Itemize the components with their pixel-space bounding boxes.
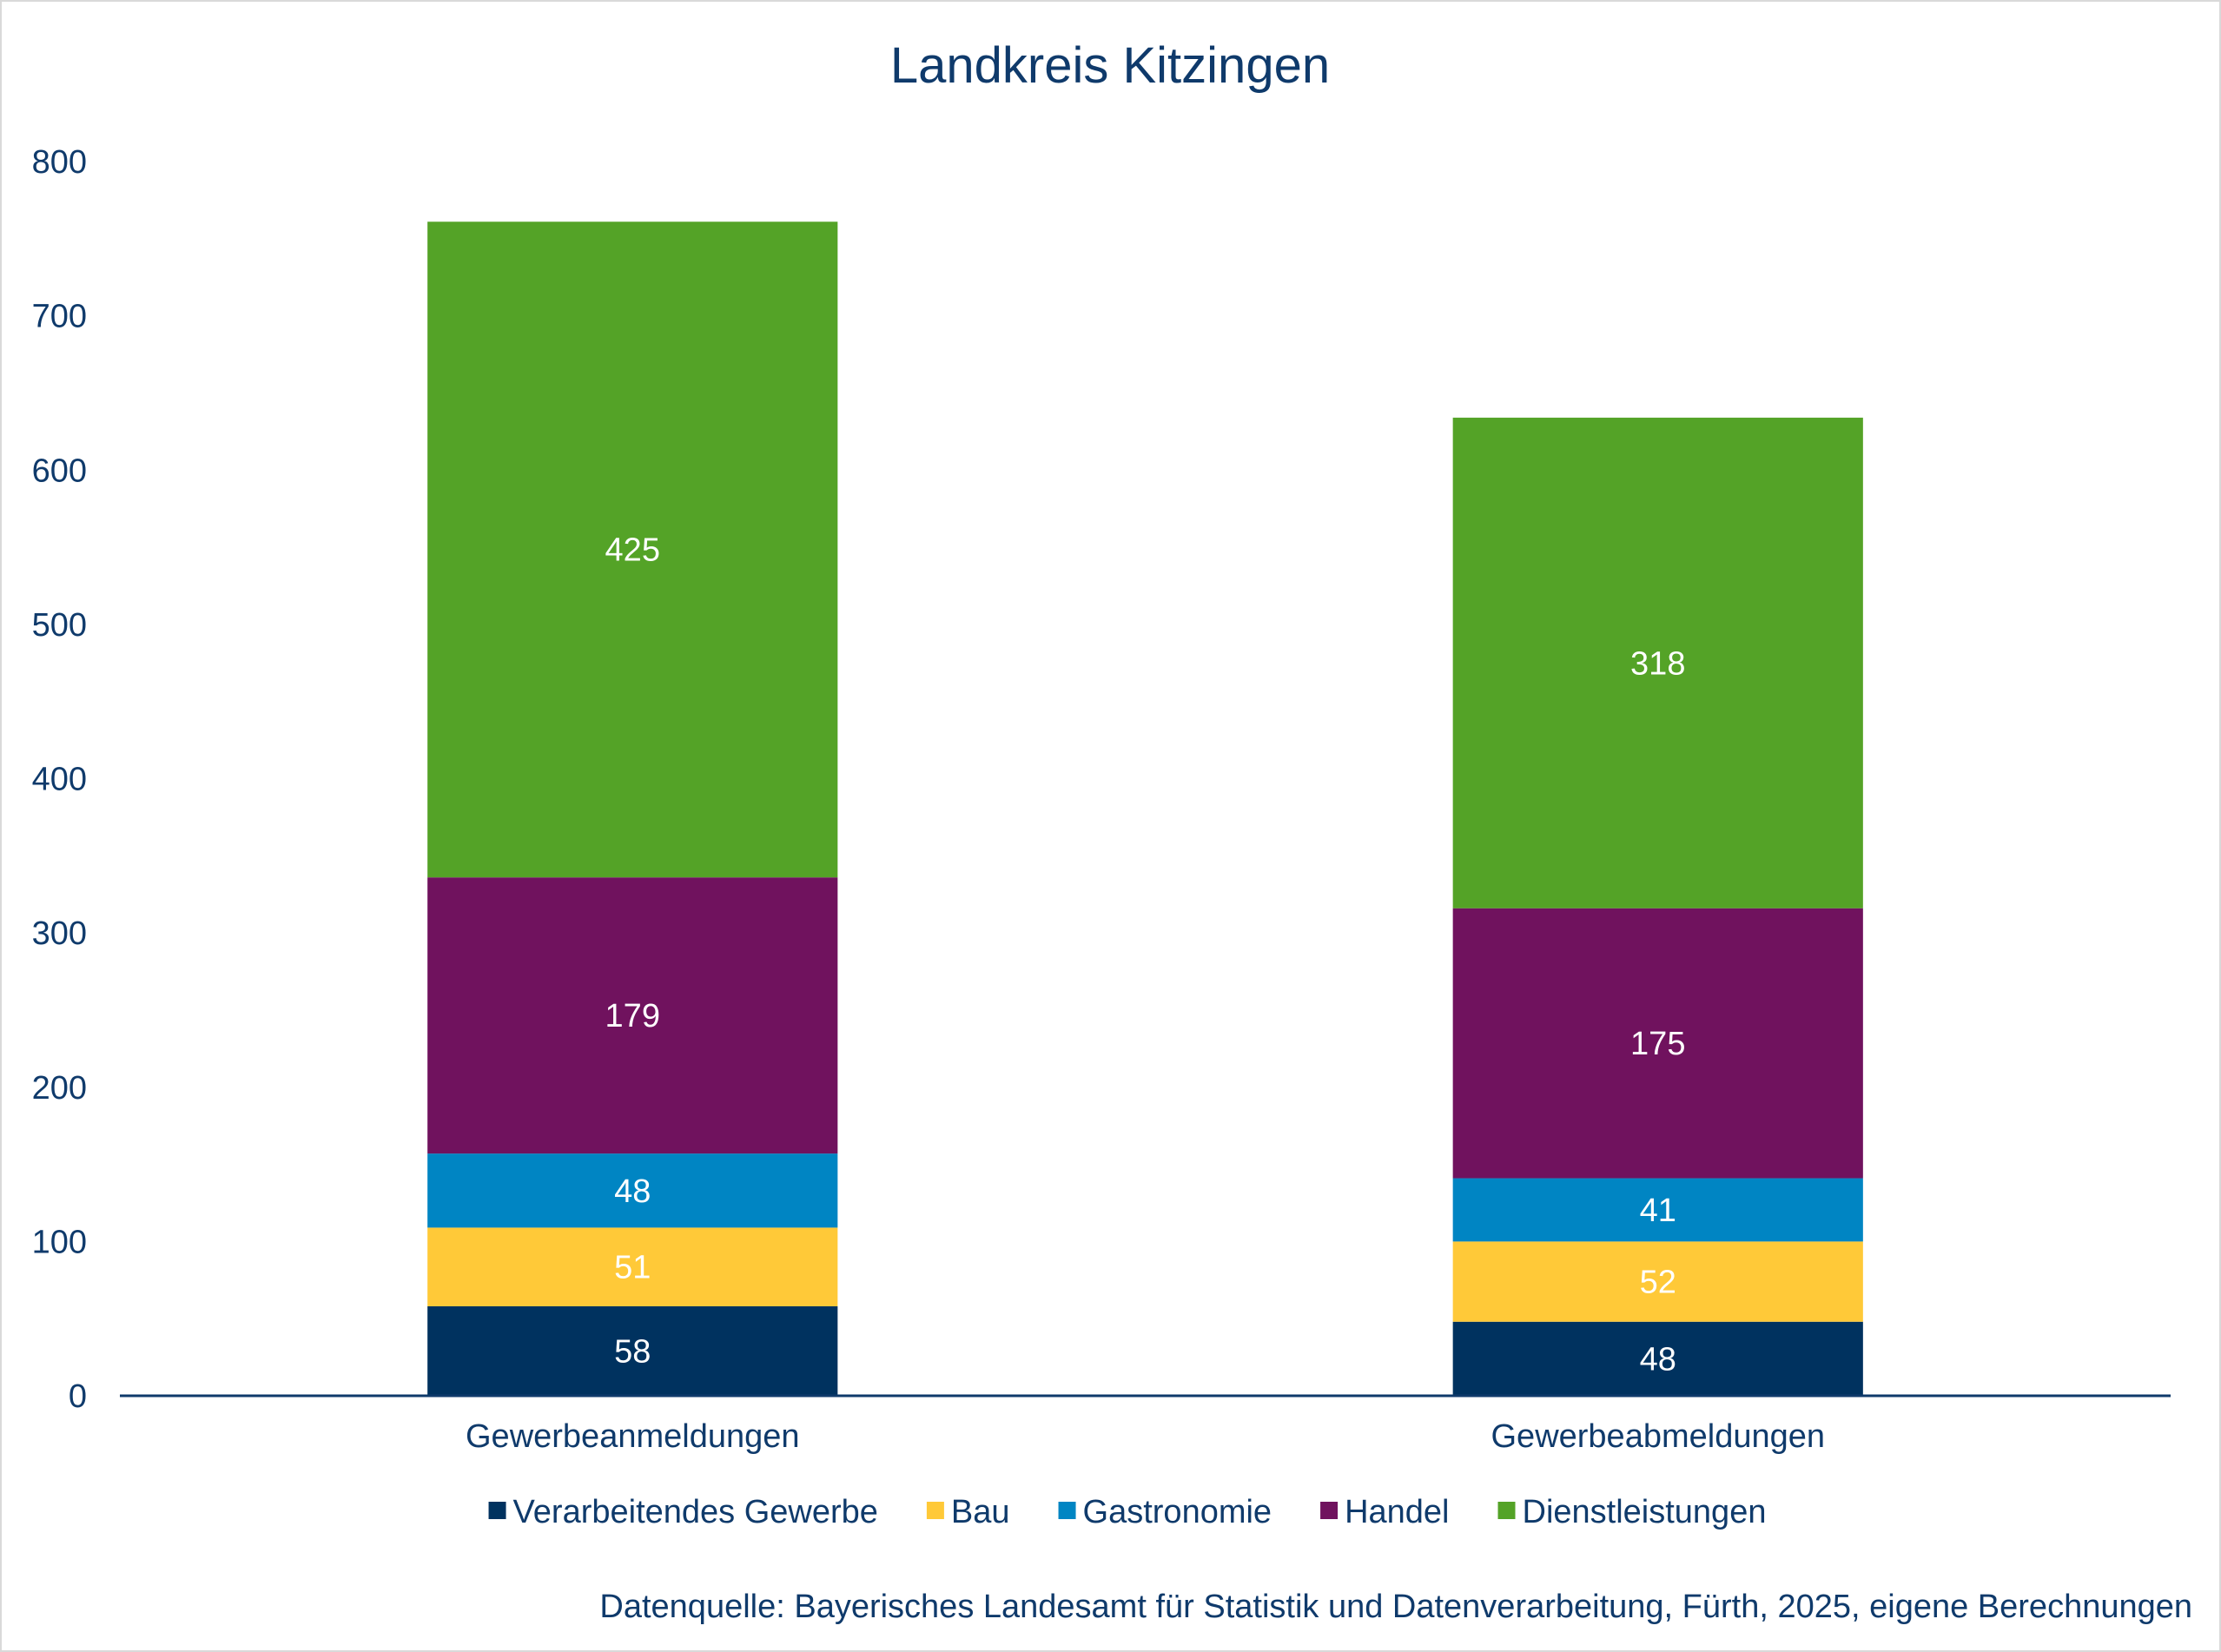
data-label: 175 xyxy=(1630,1026,1685,1062)
legend-swatch xyxy=(926,1502,944,1519)
x-tick-label: Gewerbeabmeldungen xyxy=(1491,1418,1826,1455)
y-tick-label: 300 xyxy=(32,915,87,952)
data-label: 48 xyxy=(614,1173,651,1210)
legend-swatch xyxy=(1320,1502,1339,1519)
bar-segment xyxy=(1452,417,1863,909)
data-label: 425 xyxy=(605,532,660,569)
bar-segment xyxy=(1452,1178,1863,1242)
x-axis: Gewerbeanmeldungen Gewerbeabmeldungen xyxy=(466,1418,1825,1455)
bar-segment xyxy=(427,1153,838,1228)
legend-label: Bau xyxy=(951,1494,1010,1530)
y-tick-label: 700 xyxy=(32,299,87,335)
y-tick-label: 0 xyxy=(69,1378,87,1415)
y-tick-label: 500 xyxy=(32,607,87,644)
data-label: 52 xyxy=(1640,1265,1676,1301)
source-note: Datenquelle: Bayerisches Landesamt für S… xyxy=(599,1589,2192,1625)
bar-segment xyxy=(427,221,838,878)
chart-title: Landkreis Kitzingen xyxy=(890,37,1330,94)
data-labels: 58 51 48 179 425 48 52 41 175 318 xyxy=(605,532,1686,1378)
y-tick-label: 800 xyxy=(32,144,87,181)
bar-segment xyxy=(427,1305,838,1396)
y-axis: 0 100 200 300 400 500 600 700 800 xyxy=(32,144,87,1415)
y-tick-label: 400 xyxy=(32,762,87,798)
data-label: 48 xyxy=(1640,1341,1676,1378)
data-label: 58 xyxy=(614,1333,651,1370)
legend-label: Gastronomie xyxy=(1083,1494,1272,1530)
bar-segment xyxy=(1452,908,1863,1179)
legend-swatch xyxy=(488,1502,506,1519)
legend-label: Dienstleistungen xyxy=(1523,1494,1767,1530)
legend-label: Verarbeitendes Gewerbe xyxy=(513,1494,878,1530)
data-label: 41 xyxy=(1640,1193,1676,1229)
bar-segment xyxy=(427,1227,838,1306)
x-tick-label: Gewerbeanmeldungen xyxy=(466,1418,800,1455)
y-tick-label: 600 xyxy=(32,453,87,489)
bar-segment xyxy=(1452,1321,1863,1396)
legend: Verarbeitendes Gewerbe Bau Gastronomie Hand… xyxy=(488,1494,1767,1530)
bars xyxy=(427,221,1863,1396)
y-tick-label: 200 xyxy=(32,1070,87,1107)
y-tick-label: 100 xyxy=(32,1224,87,1260)
data-label: 318 xyxy=(1630,645,1685,682)
data-label: 51 xyxy=(614,1250,651,1286)
legend-swatch xyxy=(1058,1502,1076,1519)
bar-segment xyxy=(427,877,838,1154)
legend-swatch xyxy=(1497,1502,1516,1519)
legend-label: Handel xyxy=(1345,1494,1449,1530)
bar-segment xyxy=(1452,1241,1863,1322)
data-label: 179 xyxy=(605,998,660,1034)
